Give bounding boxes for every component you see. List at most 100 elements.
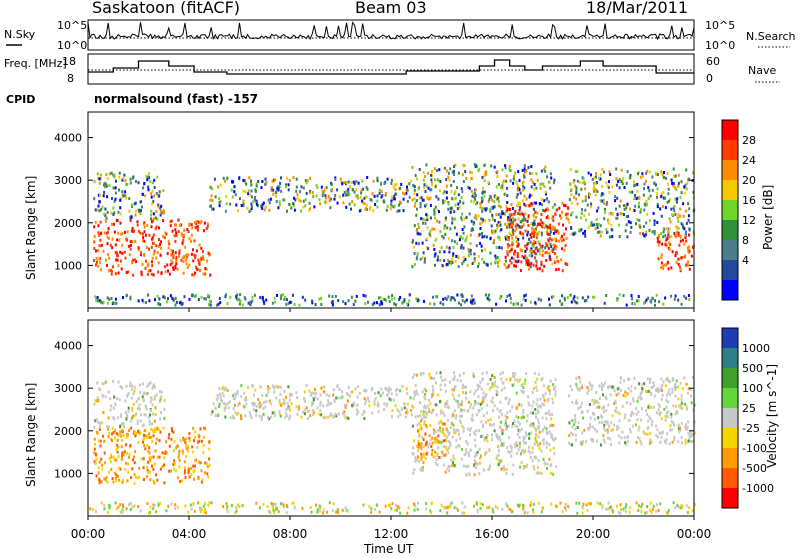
heatmap-cell: [560, 216, 563, 220]
heatmap-cell: [95, 509, 97, 513]
heatmap-cell: [425, 502, 428, 505]
heatmap-cell: [530, 178, 533, 182]
heatmap-cell: [688, 298, 691, 302]
heatmap-cell: [484, 453, 487, 456]
heatmap-cell: [421, 417, 424, 421]
heatmap-cell: [417, 439, 420, 443]
heatmap-cell: [469, 233, 472, 237]
heatmap-cell: [379, 296, 382, 300]
heatmap-cell: [505, 174, 508, 178]
heatmap-cell: [575, 189, 578, 193]
heatmap-cell: [528, 263, 531, 267]
heatmap-cell: [418, 225, 421, 229]
heatmap-cell: [668, 388, 671, 392]
heatmap-cell: [285, 183, 288, 187]
colorbar-tick-label: 28: [742, 134, 756, 147]
heatmap-cell: [160, 209, 162, 213]
heatmap-cell: [633, 197, 636, 200]
heatmap-cell: [295, 177, 298, 181]
heatmap-cell: [148, 511, 150, 515]
heatmap-cell: [452, 454, 455, 458]
heatmap-cell: [416, 193, 419, 197]
heatmap-cell: [469, 428, 471, 432]
heatmap-cell: [629, 173, 632, 177]
heatmap-cell: [660, 385, 663, 389]
heatmap-cell: [218, 197, 221, 200]
heatmap-cell: [533, 230, 536, 234]
heatmap-cell: [646, 510, 649, 514]
heatmap-cell: [588, 381, 591, 385]
heatmap-cell: [505, 237, 507, 241]
heatmap-cell: [150, 220, 153, 224]
heatmap-cell: [552, 225, 555, 229]
heatmap-cell: [532, 464, 535, 468]
heatmap-cell: [188, 223, 191, 227]
heatmap-cell: [534, 380, 537, 384]
heatmap-cell: [581, 506, 584, 510]
heatmap-cell: [332, 388, 335, 392]
heatmap-cell: [367, 399, 370, 403]
heatmap-cell: [514, 171, 517, 175]
heatmap-cell: [467, 185, 470, 189]
heatmap-cell: [551, 437, 554, 441]
heatmap-cell: [647, 404, 650, 408]
heatmap-cell: [390, 507, 393, 511]
heatmap-cell: [647, 405, 650, 409]
heatmap-cell: [506, 194, 509, 198]
heatmap-cell: [108, 431, 111, 435]
heatmap-cell: [489, 377, 492, 381]
heatmap-cell: [424, 432, 427, 436]
heatmap-cell: [543, 403, 545, 407]
heatmap-cell: [663, 196, 666, 200]
heatmap-cell: [652, 384, 655, 388]
heatmap-cell: [393, 302, 396, 306]
heatmap-cell: [517, 237, 520, 241]
heatmap-cell: [677, 184, 680, 188]
heatmap-cell: [517, 186, 520, 190]
heatmap-cell: [570, 201, 573, 205]
heatmap-cell: [549, 471, 552, 475]
heatmap-cell: [174, 234, 177, 238]
heatmap-cell: [450, 422, 453, 425]
heatmap-cell: [461, 295, 464, 298]
heatmap-cell: [595, 390, 598, 394]
heatmap-cell: [414, 174, 417, 178]
heatmap-cell: [413, 188, 416, 192]
heatmap-cell: [176, 267, 179, 271]
heatmap-cell: [266, 505, 269, 509]
heatmap-cell: [425, 406, 428, 410]
heatmap-cell: [114, 477, 117, 480]
heatmap-cell: [458, 432, 460, 436]
heatmap-cell: [413, 185, 416, 189]
heatmap-cell: [145, 301, 147, 305]
heatmap-cell: [170, 427, 173, 431]
heatmap-cell: [481, 401, 484, 405]
heatmap-cell: [624, 509, 627, 513]
heatmap-cell: [417, 501, 419, 505]
heatmap-cell: [653, 230, 656, 233]
heatmap-cell: [292, 202, 295, 206]
heatmap-cell: [515, 240, 518, 244]
heatmap-cell: [433, 211, 436, 215]
heatmap-cell: [587, 295, 590, 299]
heatmap-cell: [662, 230, 665, 234]
heatmap-cell: [172, 430, 175, 434]
heatmap-cell: [522, 408, 525, 412]
heatmap-cell: [523, 215, 525, 219]
heatmap-cell: [687, 202, 690, 206]
heatmap-cell: [506, 245, 509, 249]
heatmap-cell: [163, 481, 166, 485]
heatmap-cell: [664, 234, 667, 238]
heatmap-cell: [674, 235, 677, 239]
heatmap-cell: [491, 507, 494, 511]
heatmap-cell: [523, 256, 525, 260]
heatmap-cell: [445, 435, 448, 439]
heatmap-cell: [431, 227, 434, 231]
heatmap-cell: [319, 409, 322, 413]
heatmap-cell: [422, 251, 425, 255]
heatmap-cell: [505, 225, 508, 229]
heatmap-cell: [418, 168, 421, 171]
heatmap-cell: [149, 505, 152, 509]
heatmap-cell: [108, 390, 110, 394]
heatmap-cell: [611, 414, 614, 418]
